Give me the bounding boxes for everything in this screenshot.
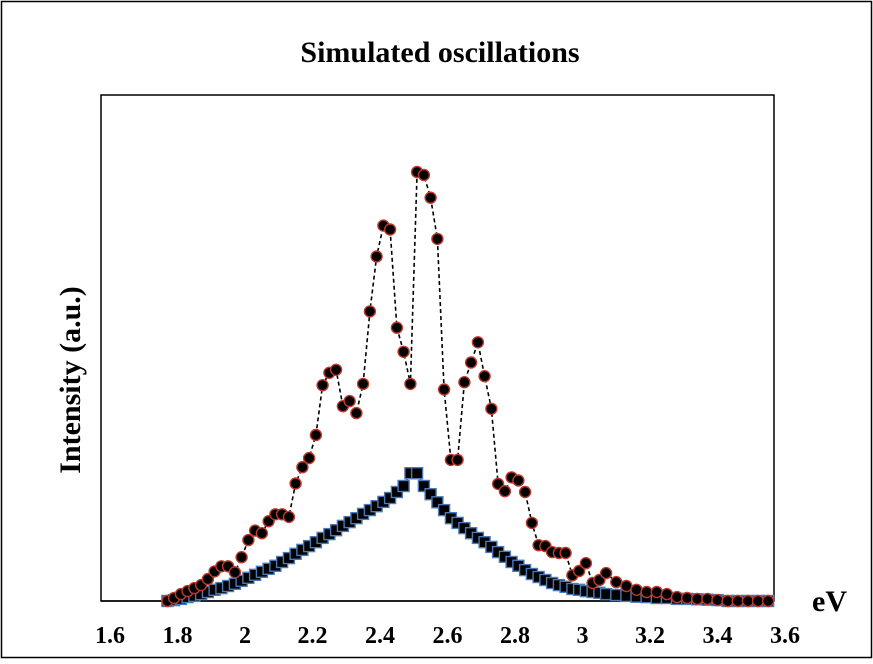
data-point-circle: [390, 321, 404, 334]
data-point-square: [417, 479, 431, 493]
x-tick-label: 2: [239, 623, 251, 649]
data-point-square: [424, 488, 437, 501]
data-point-circle: [485, 402, 498, 415]
data-point-circle: [309, 428, 323, 442]
data-point-circle: [451, 453, 464, 467]
data-point-circle: [437, 383, 451, 396]
data-point-circle: [525, 516, 539, 530]
data-point-circle: [518, 485, 532, 499]
x-tick-label: 1.6: [95, 623, 125, 649]
data-point-circle: [201, 572, 215, 586]
data-point-square: [437, 503, 451, 517]
data-point-circle: [670, 590, 684, 604]
data-point-circle: [255, 527, 269, 540]
data-point-circle: [620, 579, 633, 593]
data-point-circle: [242, 533, 255, 547]
x-axis-label: eV: [812, 585, 847, 618]
data-point-circle: [296, 461, 309, 474]
data-point-circle: [424, 191, 437, 204]
data-point-circle: [660, 587, 674, 601]
data-point-circle: [235, 551, 248, 564]
data-point-square: [431, 496, 444, 509]
data-point-circle: [610, 575, 623, 589]
data-point-circle: [498, 485, 512, 498]
data-point-circle: [383, 223, 397, 236]
data-point-circle: [711, 593, 724, 607]
data-point-circle: [471, 336, 485, 349]
data-point-circle: [731, 594, 744, 608]
data-point-circle: [478, 370, 491, 383]
data-point-circle: [329, 363, 343, 376]
data-point-circle: [404, 377, 417, 391]
x-tick-label: 3.4: [703, 623, 733, 649]
data-point-circle: [302, 451, 316, 465]
data-point-square: [397, 479, 410, 493]
data-point-circle: [397, 345, 410, 358]
data-point-square: [610, 588, 623, 602]
data-point-circle: [458, 376, 471, 389]
data-point-circle: [599, 566, 613, 580]
data-point-circle: [721, 594, 734, 608]
x-tick-label: 2.2: [298, 623, 328, 649]
data-point-circle: [579, 557, 593, 570]
data-point-square: [410, 467, 424, 480]
data-point-circle: [464, 356, 478, 369]
data-point-circle: [650, 585, 663, 599]
data-point-circle: [701, 592, 714, 606]
data-point-square: [599, 587, 613, 601]
x-tick-label: 3: [577, 623, 589, 649]
x-tick-label: 3.6: [770, 623, 800, 649]
data-point-circle: [363, 305, 377, 318]
x-tick-label: 2.8: [500, 623, 530, 649]
data-point-circle: [356, 377, 370, 391]
data-point-circle: [680, 591, 694, 605]
data-point-circle: [316, 379, 329, 392]
data-point-circle: [350, 406, 363, 420]
x-tick-label: 2.4: [365, 623, 395, 649]
data-point-circle: [741, 594, 755, 608]
series-markers: [161, 165, 775, 608]
y-axis-label: Intensity (a.u.): [54, 286, 87, 474]
data-point-circle: [228, 566, 242, 579]
data-point-circle: [761, 594, 775, 608]
data-point-circle: [751, 594, 765, 608]
data-point-circle: [630, 583, 643, 596]
data-point-circle: [417, 168, 431, 182]
data-point-circle: [691, 592, 704, 606]
x-tick-label: 2.6: [433, 623, 463, 649]
x-tick-labels: 1.6 1.8 2 2.2 2.4 2.6 2.8 3 3.2 3.4 3.6: [95, 623, 800, 649]
data-point-circle: [289, 477, 302, 490]
data-point-circle: [640, 585, 653, 599]
data-point-circle: [431, 232, 444, 246]
data-point-circle: [512, 474, 525, 487]
data-point-circle: [572, 564, 586, 578]
data-point-circle: [559, 546, 572, 560]
data-point-circle: [370, 250, 383, 263]
chart-title: Simulated oscillations: [300, 36, 579, 69]
data-point-circle: [282, 510, 296, 524]
data-point-circle: [343, 394, 356, 408]
x-tick-label: 3.2: [635, 623, 665, 649]
x-tick-label: 1.8: [163, 623, 193, 649]
